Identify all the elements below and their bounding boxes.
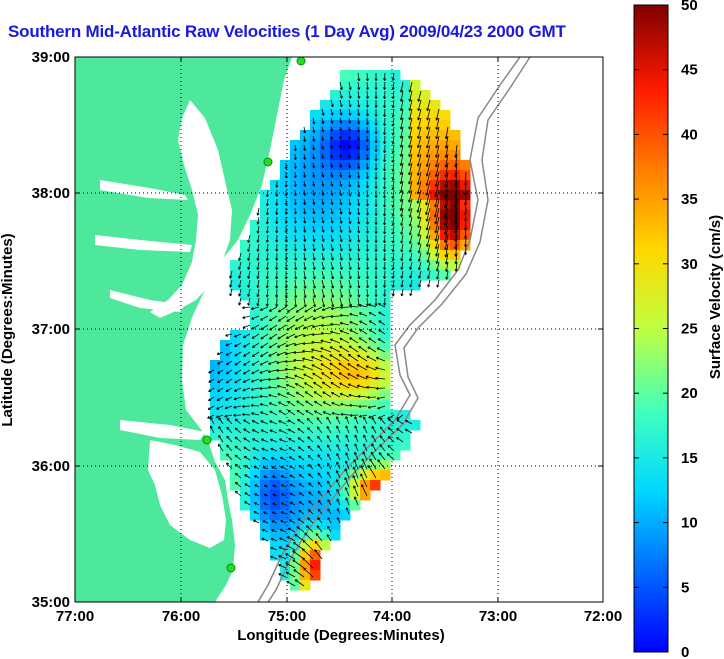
colorbar-tick-label: 20: [681, 385, 698, 402]
colorbar-ticks: 0 5 10 15 20 25 30 35 40 45 50: [634, 0, 698, 659]
colorbar-tick-label: 40: [681, 126, 698, 143]
y-tick-label: 38:00: [32, 185, 70, 202]
bathymetry-contour: [257, 57, 521, 602]
colorbar-tick-label: 25: [681, 321, 698, 338]
y-tick-label: 35:00: [32, 594, 70, 611]
station-marker: [202, 435, 212, 445]
velocity-arrows: [207, 72, 468, 587]
colorbar-tick-label: 5: [681, 579, 689, 596]
gridlines: [75, 57, 603, 602]
bathymetry-contour: [267, 57, 531, 602]
bay-tributary-2: [95, 235, 192, 252]
map-title: Southern Mid-Atlantic Raw Velocities (1 …: [8, 22, 566, 41]
station-marker: [226, 563, 236, 573]
station-marker: [296, 57, 306, 66]
chesapeake-bay: [150, 100, 232, 318]
colorbar-tick-label: 30: [681, 256, 698, 273]
x-tick-label: 76:00: [162, 608, 200, 625]
colorbar-tick-label: 15: [681, 450, 698, 467]
colorbar-tick-label: 35: [681, 191, 698, 208]
colorbar-tick-label: 50: [681, 0, 698, 14]
bay-tributary-3: [110, 290, 185, 312]
colorbar-label: Surface Velocity (cm/s): [707, 215, 724, 379]
x-axis-label: Longitude (Degrees:Minutes): [237, 627, 445, 644]
colorbar-tick-label: 0: [681, 644, 689, 659]
x-tick-label: 72:00: [584, 608, 622, 625]
bay-tributary-1: [100, 180, 188, 200]
y-tick-label: 37:00: [32, 321, 70, 338]
x-tick-label: 77:00: [56, 608, 94, 625]
y-tick-label: 39:00: [32, 49, 70, 66]
colorbar-tick-label: 45: [681, 62, 698, 79]
pamlico-sound: [148, 440, 226, 548]
x-tick-label: 75:00: [268, 608, 306, 625]
station-marker: [263, 157, 273, 167]
x-tick-label: 74:00: [373, 608, 411, 625]
albemarle-sound: [120, 420, 205, 440]
x-tick-label: 73:00: [479, 608, 517, 625]
x-axis: 77:00 76:00 75:00 74:00 73:00 72:00: [56, 57, 622, 625]
colorbar: [633, 4, 669, 653]
colorbar-tick-label: 10: [681, 515, 698, 532]
y-axis-label: Latitude (Degrees:Minutes): [0, 233, 16, 426]
y-tick-label: 36:00: [32, 458, 70, 475]
y-axis: 35:00 36:00 37:00 38:00 39:00: [32, 49, 603, 611]
